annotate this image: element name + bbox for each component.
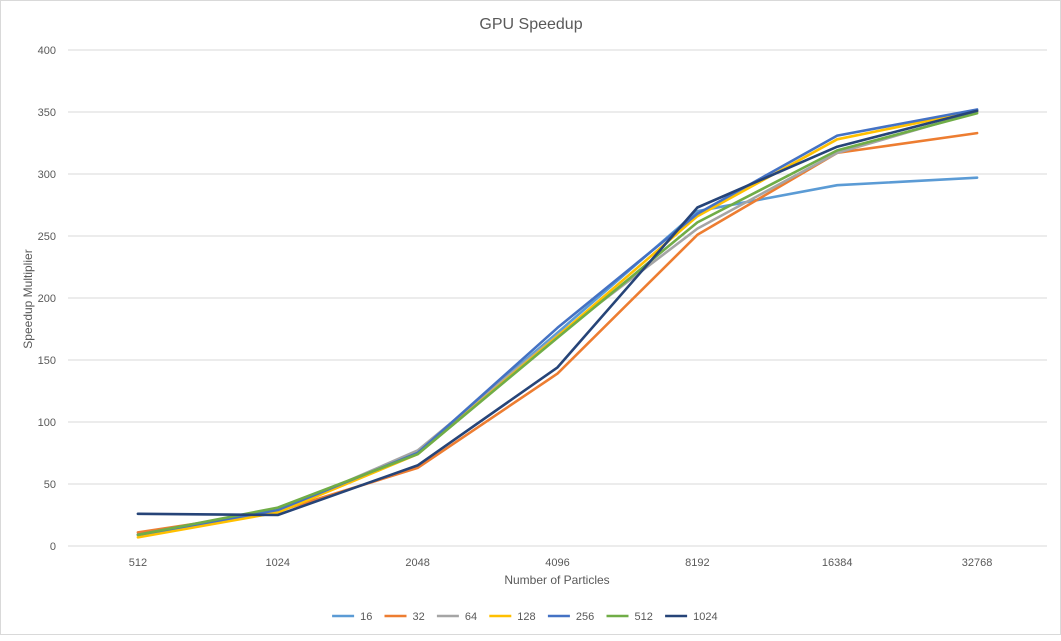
legend-item-128: 128	[489, 611, 536, 623]
legend-label: 128	[517, 611, 535, 623]
series-line-512	[136, 111, 979, 537]
legend: 16 32 64 128 256 512 1024	[332, 611, 718, 623]
y-axis-label: Speedup Multiplier	[21, 249, 35, 348]
legend-label: 64	[465, 611, 477, 623]
series-line-128	[136, 109, 979, 539]
y-tick-label: 50	[44, 479, 56, 491]
legend-label: 1024	[693, 611, 717, 623]
x-tick-label: 4096	[545, 557, 569, 569]
y-tick-label: 150	[38, 355, 56, 367]
chart-title: GPU Speedup	[479, 16, 582, 33]
legend-label: 16	[360, 611, 372, 623]
x-axis-ticks: 512 1024 2048 4096 8192 16384 32768	[129, 557, 993, 569]
x-tick-label: 8192	[685, 557, 709, 569]
series-line-16	[136, 176, 979, 537]
legend-label: 512	[635, 611, 653, 623]
y-tick-label: 350	[38, 107, 56, 119]
y-tick-label: 100	[38, 417, 56, 429]
series-lines	[136, 108, 979, 539]
x-tick-label: 1024	[266, 557, 290, 569]
y-tick-label: 200	[38, 293, 56, 305]
y-tick-label: 0	[50, 541, 56, 553]
gridlines	[68, 49, 1047, 547]
series-line-64	[136, 110, 979, 537]
y-tick-label: 400	[38, 45, 56, 57]
x-tick-label: 2048	[405, 557, 429, 569]
x-tick-label: 512	[129, 557, 147, 569]
y-tick-label: 300	[38, 169, 56, 181]
x-tick-label: 32768	[962, 557, 993, 569]
legend-item-256: 256	[547, 611, 594, 623]
y-axis-ticks: 0 50 100 150 200 250 300 350 400	[38, 45, 56, 553]
legend-item-1024: 1024	[665, 611, 718, 623]
legend-item-16: 16	[332, 611, 372, 623]
x-axis-label: Number of Particles	[504, 573, 609, 587]
legend-item-32: 32	[384, 611, 425, 623]
series-line-256	[136, 108, 979, 537]
legend-item-512: 512	[606, 611, 653, 623]
y-tick-label: 250	[38, 231, 56, 243]
series-line-1024	[136, 109, 979, 517]
legend-item-64: 64	[436, 611, 477, 623]
legend-label: 256	[576, 611, 594, 623]
legend-label: 32	[413, 611, 425, 623]
x-tick-label: 16384	[822, 557, 853, 569]
